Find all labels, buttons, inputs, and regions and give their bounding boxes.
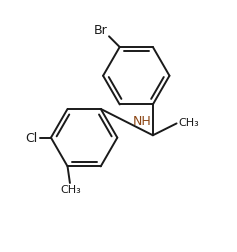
Text: NH: NH [133, 115, 151, 128]
Text: Br: Br [94, 23, 108, 37]
Text: CH₃: CH₃ [61, 184, 82, 194]
Text: CH₃: CH₃ [178, 118, 199, 128]
Text: Cl: Cl [26, 132, 38, 145]
